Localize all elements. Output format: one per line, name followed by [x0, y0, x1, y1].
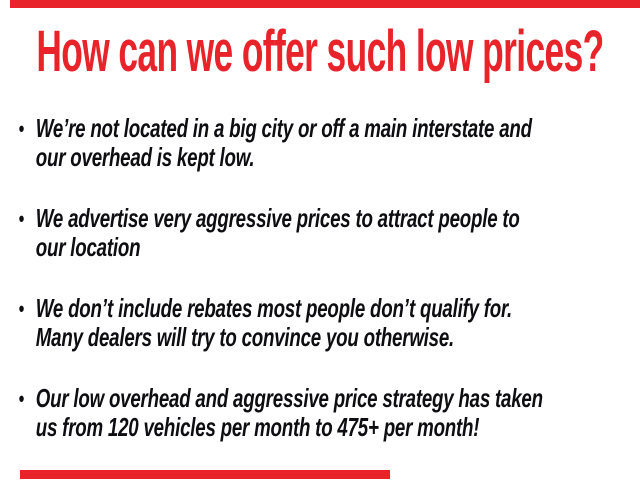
top-red-bar: [10, 0, 640, 8]
bullet-text: We’re not located in a big city or off a…: [35, 113, 532, 172]
bullet-list: • We’re not located in a big city or off…: [0, 114, 640, 474]
bullet-text: We don’t include rebates most people don…: [35, 293, 513, 352]
list-item: • We’re not located in a big city or off…: [19, 114, 640, 172]
bullet-text: We advertise very aggressive prices to a…: [35, 203, 520, 262]
list-item: • We don’t include rebates most people d…: [19, 294, 640, 352]
bottom-red-bar: [20, 470, 390, 479]
bullet-icon: •: [18, 206, 25, 231]
bullet-text: Our low overhead and aggressive price st…: [35, 383, 543, 442]
list-item: • We advertise very aggressive prices to…: [19, 204, 640, 262]
page-title: How can we offer such low prices?: [36, 19, 604, 84]
list-item: • Our low overhead and aggressive price …: [19, 384, 640, 442]
title-container: How can we offer such low prices?: [0, 23, 640, 81]
bullet-icon: •: [18, 296, 25, 321]
bullet-icon: •: [18, 386, 25, 411]
bullet-icon: •: [18, 116, 25, 141]
